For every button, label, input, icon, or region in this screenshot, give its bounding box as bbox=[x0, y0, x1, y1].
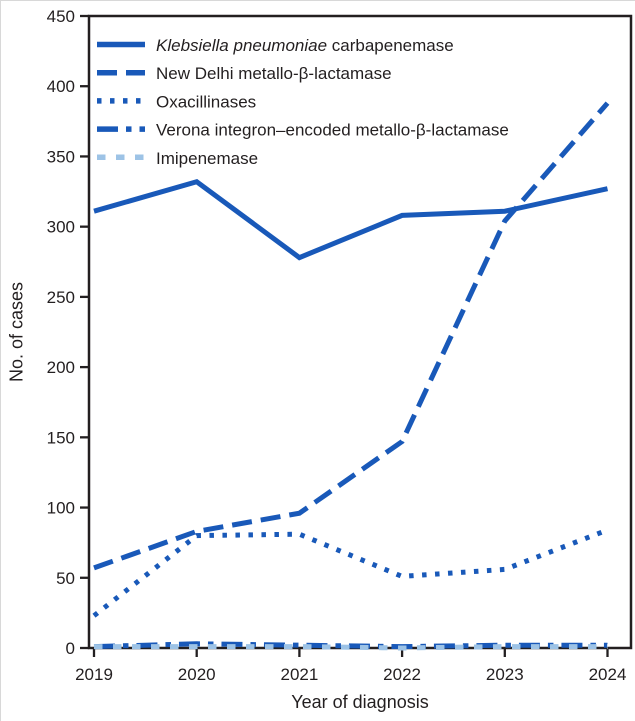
legend-item-vim: Verona integron–encoded metallo-β-lactam… bbox=[97, 121, 509, 140]
legend-item-kpc: Klebsiella pneumoniae carbapenemase bbox=[97, 36, 454, 55]
y-tick-label: 400 bbox=[47, 77, 75, 96]
legend-label-kpc: Klebsiella pneumoniae carbapenemase bbox=[156, 36, 454, 55]
legend-item-oxa: Oxacillinases bbox=[97, 92, 256, 111]
y-tick-label: 250 bbox=[47, 288, 75, 307]
x-tick-label: 2019 bbox=[75, 665, 113, 684]
x-tick-label: 2021 bbox=[280, 665, 318, 684]
series-line-ndm bbox=[93, 101, 610, 571]
y-tick-label: 200 bbox=[47, 358, 75, 377]
y-tick-label: 150 bbox=[47, 428, 75, 447]
x-tick-label: 2023 bbox=[486, 665, 524, 684]
x-tick-label: 2020 bbox=[178, 665, 216, 684]
y-tick-label: 300 bbox=[47, 218, 75, 237]
legend-item-ndm: New Delhi metallo-β-lactamase bbox=[97, 64, 392, 83]
series-line-oxa bbox=[92, 527, 609, 618]
y-tick-label: 0 bbox=[66, 639, 75, 658]
legend-label-vim: Verona integron–encoded metallo-β-lactam… bbox=[156, 121, 509, 140]
y-axis-title: No. of cases bbox=[6, 281, 27, 383]
x-axis-title: Year of diagnosis bbox=[291, 692, 429, 712]
y-tick-label: 100 bbox=[47, 499, 75, 518]
x-tick-label: 2024 bbox=[589, 665, 627, 684]
x-tick-label: 2022 bbox=[383, 665, 421, 684]
y-tick-label: 50 bbox=[56, 569, 75, 588]
y-tick-label: 350 bbox=[47, 147, 75, 166]
y-tick-label: 450 bbox=[47, 7, 75, 26]
legend-label-imp: Imipenemase bbox=[156, 149, 258, 168]
legend-item-imp: Imipenemase bbox=[97, 149, 258, 168]
legend-label-ndm: New Delhi metallo-β-lactamase bbox=[156, 64, 392, 83]
legend-label-oxa: Oxacillinases bbox=[156, 92, 256, 111]
series-line-vim bbox=[93, 641, 608, 650]
series-line-kpc bbox=[93, 178, 609, 261]
